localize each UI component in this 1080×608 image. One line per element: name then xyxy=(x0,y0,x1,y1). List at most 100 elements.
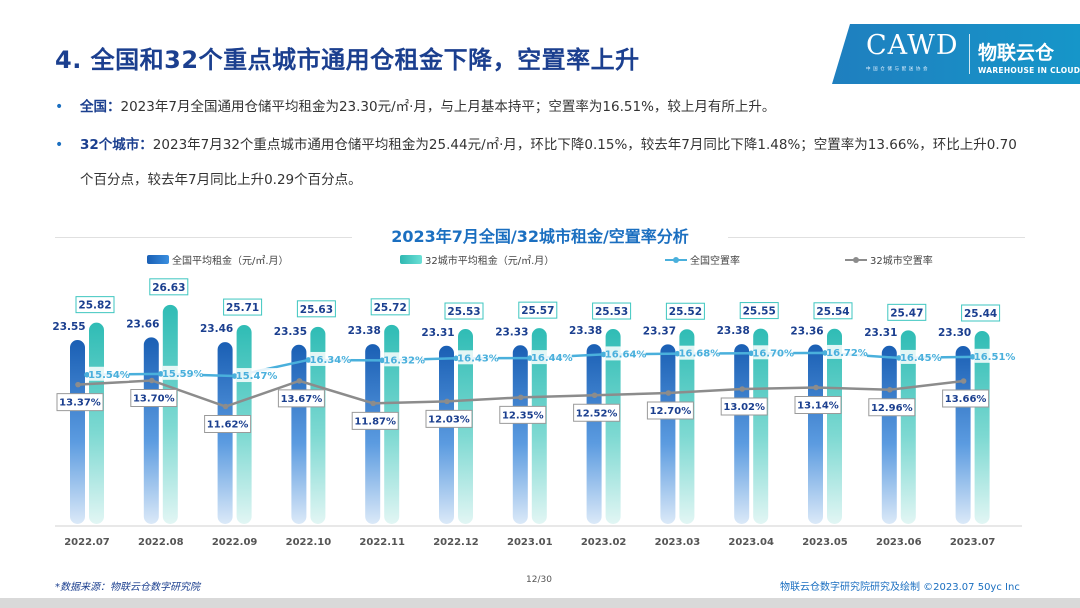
data-label-city-rent: 25.63 xyxy=(300,304,333,316)
data-label-city-vacancy: 13.70% xyxy=(133,394,175,405)
data-label-national-vacancy: 16.32% xyxy=(383,355,425,366)
bar-city-rent xyxy=(753,328,769,524)
point-national-vacancy xyxy=(379,357,386,364)
point-city-vacancy xyxy=(149,377,155,384)
point-city-vacancy xyxy=(813,384,819,391)
x-tick-label: 2022.11 xyxy=(359,537,405,548)
data-label-box-city-vacancy xyxy=(204,415,252,433)
point-national-vacancy xyxy=(674,350,681,357)
page-title: 4. 全国和32个重点城市通用仓租金下降，空置率上升 xyxy=(55,46,640,74)
bar-city-rent xyxy=(900,330,916,524)
bar-national-rent xyxy=(217,342,233,524)
data-label-city-rent: 25.47 xyxy=(890,307,923,319)
bar-city-rent xyxy=(162,304,178,524)
bar-city-rent xyxy=(605,329,621,524)
point-national-vacancy xyxy=(969,354,976,360)
data-label-box-city-vacancy xyxy=(130,389,178,407)
data-label-city-vacancy: 11.62% xyxy=(207,420,249,431)
bar-city-rent xyxy=(89,322,104,524)
data-label-bg-national-vacancy xyxy=(89,366,129,381)
data-label-bg-national-vacancy xyxy=(753,345,794,360)
data-label-box-city-vacancy xyxy=(351,411,399,430)
data-label-box-city-rent xyxy=(518,301,558,319)
bar-city-rent xyxy=(679,329,695,524)
x-tick-label: 2023.02 xyxy=(581,537,627,548)
data-label-national-vacancy: 16.64% xyxy=(605,349,647,360)
x-tick-label: 2022.09 xyxy=(212,537,258,548)
data-label-city-rent: 25.53 xyxy=(447,306,480,318)
data-label-national-vacancy: 16.34% xyxy=(310,355,352,366)
data-label-city-rent: 25.54 xyxy=(816,306,849,318)
bar-national-rent xyxy=(143,337,159,524)
legend-label: 全国空置率 xyxy=(690,256,740,267)
bar-city-rent xyxy=(827,328,842,524)
data-label-national-rent: 23.36 xyxy=(790,326,823,338)
bar-national-rent xyxy=(808,344,823,524)
data-label-box-city-rent xyxy=(813,302,853,320)
data-label-city-vacancy: 12.70% xyxy=(650,406,692,417)
data-label-bg-national-vacancy xyxy=(236,368,277,383)
data-label-bg-national-vacancy xyxy=(605,346,646,361)
bar-national-rent xyxy=(439,345,454,524)
point-city-vacancy xyxy=(222,403,229,410)
data-label-national-vacancy: 16.68% xyxy=(679,349,721,360)
data-label-city-vacancy: 13.66% xyxy=(945,394,987,405)
data-label-national-vacancy: 16.70% xyxy=(752,348,794,359)
data-label-box-city-vacancy xyxy=(573,403,621,422)
data-label-box-city-vacancy xyxy=(277,389,325,408)
data-label-box-city-rent xyxy=(149,278,189,296)
data-label-national-rent: 23.35 xyxy=(274,326,307,338)
data-label-national-vacancy: 16.72% xyxy=(826,348,868,359)
data-label-box-city-rent xyxy=(665,302,705,320)
bullet-dot-icon: • xyxy=(55,137,64,153)
footer-credit: 物联云仓数字研究院研究及绘制 ©2023.07 50yc Inc xyxy=(780,582,1020,593)
data-label-bg-national-vacancy xyxy=(162,365,203,380)
point-national-vacancy xyxy=(600,351,607,358)
point-national-vacancy xyxy=(305,357,312,363)
data-label-national-vacancy: 16.51% xyxy=(974,352,1016,363)
bottom-bar xyxy=(0,598,1080,608)
bar-national-rent xyxy=(512,345,528,524)
point-city-vacancy xyxy=(960,378,967,384)
data-label-bg-national-vacancy xyxy=(900,349,941,364)
data-label-city-rent: 25.71 xyxy=(226,302,259,314)
legend-bar-swatch-icon xyxy=(147,255,169,264)
data-label-box-city-rent xyxy=(739,302,779,320)
data-label-city-vacancy: 13.14% xyxy=(797,401,839,412)
bullet-lead: 全国： xyxy=(80,99,121,115)
bar-national-rent xyxy=(660,344,676,524)
point-city-vacancy xyxy=(296,378,303,384)
x-tick-label: 2023.04 xyxy=(728,537,774,548)
x-tick-label: 2022.08 xyxy=(138,537,184,548)
data-label-bg-national-vacancy xyxy=(458,350,498,365)
point-national-vacancy xyxy=(822,350,828,356)
x-tick-label: 2023.07 xyxy=(950,537,996,548)
page-number: 12/30 xyxy=(526,575,552,585)
data-label-box-city-vacancy xyxy=(794,396,842,414)
data-label-box-city-rent xyxy=(296,300,336,318)
point-national-vacancy xyxy=(896,355,902,361)
data-label-bg-national-vacancy xyxy=(531,350,572,365)
data-label-bg-national-vacancy xyxy=(310,351,351,366)
bar-national-rent xyxy=(365,344,381,524)
data-label-box-city-vacancy xyxy=(720,397,768,416)
point-city-vacancy xyxy=(518,394,524,401)
data-label-box-city-vacancy xyxy=(942,389,990,408)
cawd-logo-subtitle: 中 国 仓 储 与 配 送 协 会 xyxy=(866,67,929,72)
x-tick-label: 2022.10 xyxy=(286,537,332,548)
data-label-national-rent: 23.38 xyxy=(348,325,381,337)
data-label-national-rent: 23.46 xyxy=(200,323,233,335)
data-label-national-rent: 23.37 xyxy=(643,325,676,337)
bar-national-rent xyxy=(955,346,971,524)
data-label-national-vacancy: 16.44% xyxy=(531,353,573,364)
data-label-national-vacancy: 16.45% xyxy=(900,353,942,364)
data-label-national-rent: 23.38 xyxy=(569,325,602,337)
point-city-vacancy xyxy=(591,392,598,399)
data-label-national-rent: 23.31 xyxy=(421,327,454,339)
point-national-vacancy xyxy=(748,350,754,357)
data-label-city-vacancy: 12.35% xyxy=(502,410,544,421)
legend-label: 32城市平均租金（元/㎡.月） xyxy=(425,256,555,267)
x-tick-label: 2023.06 xyxy=(876,537,922,548)
data-label-city-rent: 25.82 xyxy=(78,300,111,312)
